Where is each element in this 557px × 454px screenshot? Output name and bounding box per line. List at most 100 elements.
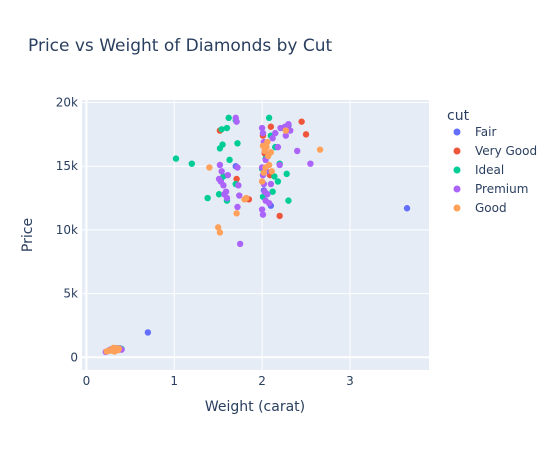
- legend-item-ideal[interactable]: Ideal: [453, 163, 505, 177]
- data-point: [234, 140, 241, 147]
- data-point: [218, 126, 225, 133]
- data-point: [276, 212, 283, 220]
- data-point: [316, 146, 324, 153]
- data-point: [216, 161, 224, 169]
- tick-labels: 0 5k 10k 15k 20k 0 1 2 3: [56, 96, 354, 388]
- data-point: [223, 194, 231, 202]
- data-point: [219, 141, 226, 148]
- data-point: [287, 127, 294, 134]
- data-point: [265, 161, 273, 169]
- plot-background: [82, 100, 429, 370]
- y-tick-label: 0: [70, 350, 78, 364]
- data-point: [403, 205, 411, 212]
- data-point: [144, 329, 152, 336]
- data-point: [216, 229, 224, 236]
- data-point: [234, 164, 241, 171]
- data-point: [236, 240, 244, 248]
- y-tick-label: 5k: [63, 287, 78, 301]
- data-point: [267, 123, 275, 130]
- data-point: [285, 197, 292, 204]
- data-point: [269, 135, 276, 142]
- data-point: [233, 210, 240, 217]
- data-point: [214, 224, 222, 231]
- legend-label: Fair: [475, 125, 496, 139]
- data-point: [206, 164, 213, 171]
- data-point: [285, 120, 292, 128]
- y-tick-label: 15k: [56, 159, 78, 173]
- y-tick-label: 10k: [56, 223, 78, 237]
- series-good: [103, 127, 324, 355]
- data-point: [267, 180, 275, 188]
- data-point: [269, 188, 276, 195]
- data-point: [258, 124, 266, 132]
- data-point: [218, 168, 225, 175]
- legend: cut Fair Very Good Ideal Premium Good: [447, 108, 537, 215]
- data-point: [224, 171, 232, 179]
- data-point: [274, 178, 282, 185]
- legend-item-very-good[interactable]: Very Good: [453, 144, 538, 158]
- data-point: [220, 182, 227, 189]
- data-points: [102, 114, 411, 356]
- x-tick-label: 2: [258, 374, 266, 388]
- data-point: [223, 124, 231, 132]
- data-point: [264, 138, 271, 146]
- data-point: [294, 147, 301, 155]
- y-tick-label: 20k: [56, 96, 78, 110]
- legend-item-good[interactable]: Good: [453, 201, 507, 215]
- data-point: [233, 175, 240, 183]
- x-tick-label: 0: [83, 374, 91, 388]
- data-point: [283, 170, 290, 178]
- data-point: [226, 156, 233, 164]
- data-point: [264, 191, 271, 198]
- data-point: [235, 182, 242, 189]
- legend-marker: [453, 204, 461, 212]
- data-point: [282, 127, 290, 134]
- legend-marker: [453, 147, 461, 155]
- legend-label: Ideal: [475, 163, 504, 177]
- data-point: [302, 131, 310, 138]
- legend-items: Fair Very Good Ideal Premium Good: [453, 125, 538, 215]
- data-point: [233, 118, 240, 125]
- data-point: [111, 348, 118, 355]
- data-point: [265, 114, 273, 122]
- x-axis-label: Weight (carat): [205, 399, 305, 415]
- legend-item-premium[interactable]: Premium: [453, 182, 529, 196]
- data-point: [225, 114, 232, 122]
- chart-title: Price vs Weight of Diamonds by Cut: [28, 36, 333, 56]
- data-point: [267, 149, 275, 156]
- data-point: [172, 155, 180, 162]
- data-point: [222, 188, 230, 195]
- x-tick-label: 3: [346, 374, 354, 388]
- data-point: [307, 160, 314, 167]
- data-point: [243, 194, 250, 202]
- data-point: [272, 129, 279, 137]
- data-point: [274, 143, 282, 151]
- data-point: [188, 160, 196, 167]
- legend-label: Good: [475, 201, 507, 215]
- data-point: [258, 178, 266, 185]
- data-point: [276, 161, 283, 169]
- data-point: [204, 194, 211, 202]
- legend-title: cut: [447, 108, 470, 124]
- data-point: [260, 169, 268, 176]
- data-point: [258, 206, 266, 213]
- data-point: [282, 132, 290, 139]
- x-tick-label: 1: [170, 374, 178, 388]
- y-axis-label: Price: [20, 218, 36, 252]
- data-point: [236, 192, 243, 199]
- data-point: [259, 129, 267, 137]
- data-point: [215, 191, 223, 198]
- data-point: [234, 203, 241, 211]
- data-point: [271, 173, 278, 180]
- data-point: [268, 168, 275, 175]
- legend-marker: [453, 185, 461, 193]
- data-point: [263, 143, 270, 151]
- legend-marker: [453, 166, 461, 174]
- legend-item-fair[interactable]: Fair: [453, 125, 497, 139]
- data-point: [259, 211, 267, 218]
- data-point: [298, 118, 305, 125]
- data-point: [265, 199, 273, 207]
- legend-marker: [453, 128, 461, 136]
